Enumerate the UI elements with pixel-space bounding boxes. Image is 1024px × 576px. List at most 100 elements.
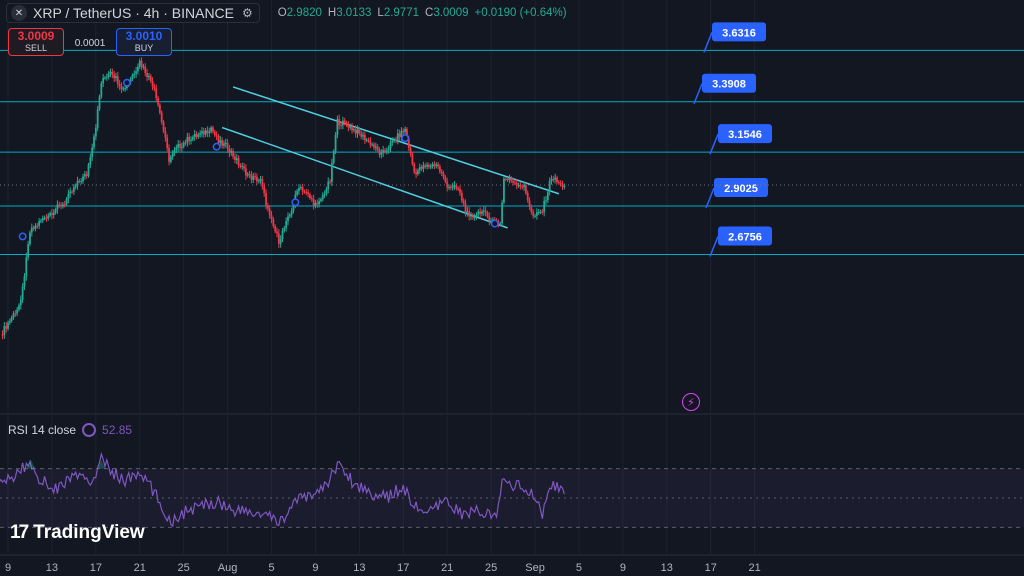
candle-body: [14, 313, 17, 315]
candle-body: [515, 182, 518, 186]
candle-body: [288, 214, 291, 217]
candle-body: [65, 199, 68, 205]
level-label-text: 3.3908: [712, 79, 746, 91]
candle-body: [52, 212, 55, 215]
candle-body: [521, 186, 524, 188]
candle-body: [3, 326, 6, 335]
candle-body: [104, 77, 106, 79]
candle-body: [29, 232, 31, 245]
x-tick-label: 13: [46, 562, 58, 574]
candle-body: [400, 130, 403, 138]
ohlc-key: C: [425, 7, 434, 19]
candle-body: [212, 127, 214, 132]
candle-body: [23, 276, 26, 287]
candle-body: [462, 200, 465, 204]
candle-body: [63, 204, 66, 206]
candle-body: [371, 144, 374, 146]
level-callout-line: [705, 187, 715, 209]
candle-body: [113, 74, 116, 79]
candle-body: [47, 215, 50, 219]
candle-body: [263, 186, 266, 194]
lightning-icon[interactable]: ⚡: [682, 393, 700, 411]
settings-icon[interactable]: ⚙: [242, 6, 253, 20]
candle-body: [546, 191, 549, 201]
candle-body: [340, 125, 342, 127]
candle-body: [373, 144, 375, 148]
tradingview-logo: 17 TradingView: [10, 522, 145, 544]
candle-body: [283, 227, 286, 231]
candle-body: [5, 326, 8, 329]
candle-body: [186, 136, 189, 143]
candle-body: [58, 204, 61, 206]
candle-body: [358, 129, 361, 134]
candle-body: [320, 199, 322, 201]
candle-body: [514, 182, 516, 184]
candle-body: [479, 211, 482, 214]
rsi-settings-icon[interactable]: [82, 423, 97, 437]
candle-body: [202, 131, 205, 135]
candle-body: [171, 152, 174, 157]
candle-body: [334, 134, 337, 152]
candle-body: [7, 322, 9, 329]
level-label-text: 3.6316: [722, 27, 756, 39]
candle-body: [426, 165, 428, 167]
candle-body: [153, 86, 156, 89]
candle-body: [69, 191, 72, 194]
candle-body: [309, 194, 311, 198]
candle-body: [115, 76, 117, 79]
ohlc-key: L: [377, 7, 384, 19]
candle-body: [305, 191, 308, 193]
x-tick-label: 17: [397, 562, 409, 574]
candle-body: [332, 151, 335, 163]
candle-body: [499, 223, 502, 225]
candle-body: [124, 88, 127, 90]
candle-body: [239, 165, 242, 167]
candle-body: [477, 211, 480, 215]
candle-body: [72, 187, 75, 192]
trade-panel: 3.0009 SELL 0.0001 3.0010 BUY: [8, 28, 172, 56]
symbol-title[interactable]: ✕ XRP / TetherUS · 4h · BINANCE ⚙: [6, 3, 260, 23]
candle-body: [149, 75, 152, 82]
candle-body: [62, 204, 64, 207]
candle-body: [111, 71, 114, 75]
candle-body: [162, 122, 165, 132]
candle-body: [146, 72, 148, 78]
candle-body: [135, 71, 137, 74]
candle-body: [248, 174, 251, 176]
candle-body: [343, 120, 346, 123]
candle-body: [484, 210, 487, 213]
candle-body: [341, 120, 344, 126]
sell-button[interactable]: 3.0009 SELL: [8, 28, 64, 56]
ohlc-change: +0.0190 (+0.64%): [474, 7, 567, 19]
ohlc-low: 2.9771: [383, 7, 419, 19]
candle-body: [349, 126, 352, 128]
signal-marker: [490, 219, 499, 228]
candle-body: [389, 142, 392, 149]
candle-body: [51, 213, 53, 215]
signal-marker: [291, 198, 300, 207]
level-label-box: [712, 22, 766, 42]
candle-body: [506, 179, 509, 181]
ohlc-key: H: [327, 7, 337, 19]
candle-body: [197, 134, 200, 137]
candle-body: [287, 216, 289, 222]
candle-body: [365, 139, 368, 141]
trendline: [221, 126, 508, 229]
candle-body: [548, 181, 551, 192]
candle-body: [107, 73, 110, 77]
candle-body: [25, 257, 28, 277]
candle-body: [395, 139, 397, 141]
candle-body: [67, 193, 70, 200]
buy-button[interactable]: 3.0010 BUY: [116, 28, 172, 56]
candle-body: [182, 142, 185, 147]
candle-body: [56, 204, 59, 210]
candle-body: [552, 178, 555, 180]
candle-body: [367, 139, 370, 141]
candle-body: [204, 130, 207, 135]
candle-body: [420, 167, 423, 169]
candle-body: [532, 212, 535, 217]
candle-body: [457, 188, 460, 190]
candle-body: [151, 81, 154, 87]
candle-body: [74, 185, 77, 188]
